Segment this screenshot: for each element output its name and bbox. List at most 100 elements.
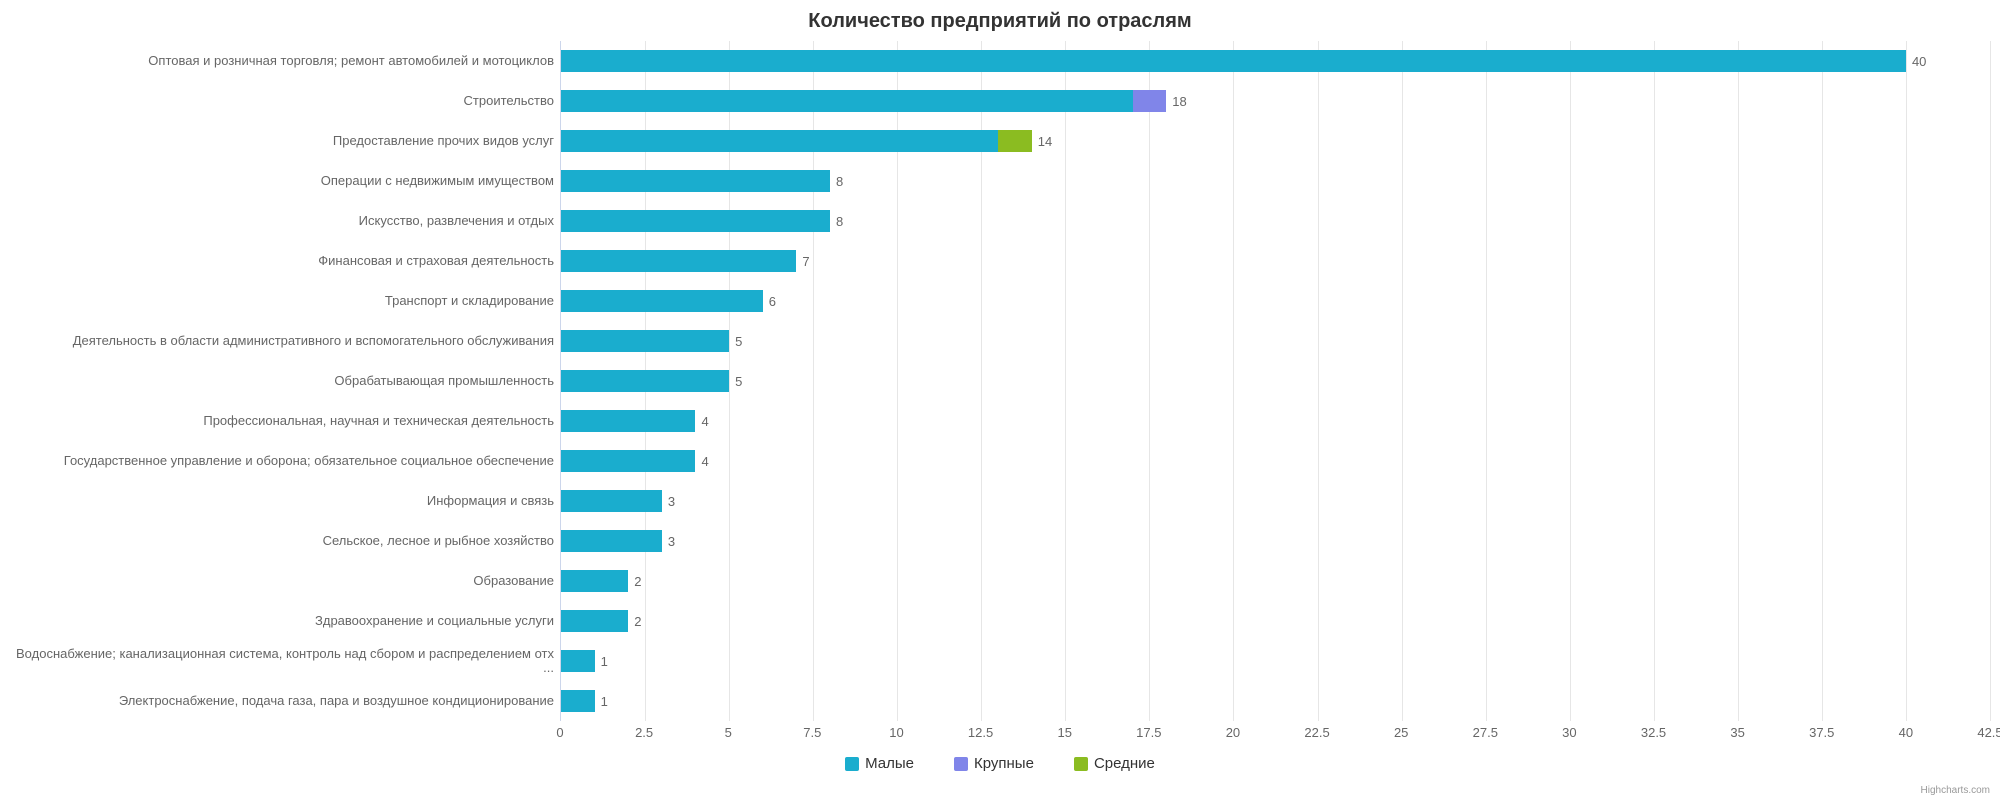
x-axis-tick-label: 10: [889, 725, 903, 740]
y-axis-category-label: Профессиональная, научная и техническая …: [10, 401, 560, 441]
bar-stack: [561, 210, 830, 232]
y-axis-category-label: Государственное управление и оборона; об…: [10, 441, 560, 481]
bar-total-label: 3: [668, 534, 675, 549]
bar-stack: [561, 250, 796, 272]
bar-segment[interactable]: [561, 570, 628, 592]
bar-stack: [561, 50, 1906, 72]
x-axis-tick-label: 40: [1899, 725, 1913, 740]
y-axis-category-label: Операции с недвижимым имуществом: [10, 161, 560, 201]
legend-swatch: [1074, 757, 1088, 771]
bar-total-label: 4: [701, 454, 708, 469]
credits-label[interactable]: Highcharts.com: [1921, 785, 1990, 796]
legend-swatch: [954, 757, 968, 771]
x-axis-tick-label: 37.5: [1809, 725, 1834, 740]
bar-segment[interactable]: [561, 290, 763, 312]
legend-item[interactable]: Малые: [845, 755, 914, 772]
bar-segment[interactable]: [561, 330, 729, 352]
bars-area: 40181488765544332211: [561, 41, 1990, 721]
bar-total-label: 8: [836, 214, 843, 229]
bar-stack: [561, 690, 595, 712]
bar-stack: [561, 410, 695, 432]
bar-segment[interactable]: [561, 370, 729, 392]
y-axis-category-label: Искусство, развлечения и отдых: [10, 201, 560, 241]
bar-row: 18: [561, 81, 1990, 121]
bar-total-label: 4: [701, 414, 708, 429]
legend-label: Малые: [865, 755, 914, 772]
bar-segment[interactable]: [1133, 90, 1167, 112]
bar-total-label: 3: [668, 494, 675, 509]
bar-segment[interactable]: [561, 170, 830, 192]
x-axis-tick-label: 42.5: [1977, 725, 2000, 740]
bar-stack: [561, 490, 662, 512]
y-axis-category-label: Образование: [10, 561, 560, 601]
bar-stack: [561, 330, 729, 352]
y-axis-category-label: Здравоохранение и социальные услуги: [10, 601, 560, 641]
bar-row: 5: [561, 321, 1990, 361]
x-axis-tick-label: 12.5: [968, 725, 993, 740]
bar-row: 3: [561, 521, 1990, 561]
bar-row: 4: [561, 441, 1990, 481]
bar-segment[interactable]: [561, 410, 695, 432]
bar-row: 7: [561, 241, 1990, 281]
bar-total-label: 5: [735, 334, 742, 349]
bar-row: 14: [561, 121, 1990, 161]
bar-stack: [561, 530, 662, 552]
bar-segment[interactable]: [561, 490, 662, 512]
bar-row: 1: [561, 641, 1990, 681]
bar-stack: [561, 450, 695, 472]
legend-label: Крупные: [974, 755, 1034, 772]
legend-item[interactable]: Крупные: [954, 755, 1034, 772]
x-axis-tick-label: 22.5: [1304, 725, 1329, 740]
bar-segment[interactable]: [561, 90, 1133, 112]
bar-segment[interactable]: [561, 450, 695, 472]
bar-total-label: 6: [769, 294, 776, 309]
y-axis-category-label: Деятельность в области административного…: [10, 321, 560, 361]
bar-segment[interactable]: [561, 130, 998, 152]
x-axis-tick-label: 32.5: [1641, 725, 1666, 740]
x-axis: 02.557.51012.51517.52022.52527.53032.535…: [560, 721, 1990, 747]
bar-segment[interactable]: [561, 210, 830, 232]
x-axis-tick-label: 20: [1226, 725, 1240, 740]
bar-row: 2: [561, 561, 1990, 601]
y-axis-category-label: Электроснабжение, подача газа, пара и во…: [10, 681, 560, 721]
x-axis-tick-label: 35: [1730, 725, 1744, 740]
x-axis-tick-label: 27.5: [1473, 725, 1498, 740]
bar-row: 1: [561, 681, 1990, 721]
bar-total-label: 2: [634, 614, 641, 629]
bar-row: 8: [561, 201, 1990, 241]
bar-segment[interactable]: [561, 650, 595, 672]
bar-row: 5: [561, 361, 1990, 401]
chart-title: Количество предприятий по отраслям: [10, 10, 1990, 33]
bar-segment[interactable]: [561, 250, 796, 272]
y-axis-category-label: Транспорт и складирование: [10, 281, 560, 321]
bar-row: 6: [561, 281, 1990, 321]
bar-stack: [561, 370, 729, 392]
bar-row: 4: [561, 401, 1990, 441]
bar-segment[interactable]: [561, 530, 662, 552]
gridline: [1990, 41, 1991, 721]
bar-segment[interactable]: [561, 610, 628, 632]
bar-segment[interactable]: [561, 50, 1906, 72]
plot-area: 40181488765544332211: [560, 41, 1990, 721]
bar-stack: [561, 90, 1166, 112]
bar-stack: [561, 130, 1032, 152]
x-axis-tick-label: 2.5: [635, 725, 653, 740]
bar-segment[interactable]: [561, 690, 595, 712]
bar-segment[interactable]: [998, 130, 1032, 152]
y-axis-category-label: Информация и связь: [10, 481, 560, 521]
bar-total-label: 5: [735, 374, 742, 389]
bar-stack: [561, 650, 595, 672]
bar-total-label: 1: [601, 654, 608, 669]
y-axis-category-label: Обрабатывающая промышленность: [10, 361, 560, 401]
bar-total-label: 18: [1172, 94, 1186, 109]
y-axis-labels: Оптовая и розничная торговля; ремонт авт…: [10, 41, 560, 721]
bar-stack: [561, 170, 830, 192]
y-axis-category-label: Оптовая и розничная торговля; ремонт авт…: [10, 41, 560, 81]
bar-row: 40: [561, 41, 1990, 81]
legend-label: Средние: [1094, 755, 1155, 772]
legend-item[interactable]: Средние: [1074, 755, 1155, 772]
bar-stack: [561, 610, 628, 632]
bar-row: 3: [561, 481, 1990, 521]
bar-stack: [561, 290, 763, 312]
x-axis-tick-label: 7.5: [803, 725, 821, 740]
